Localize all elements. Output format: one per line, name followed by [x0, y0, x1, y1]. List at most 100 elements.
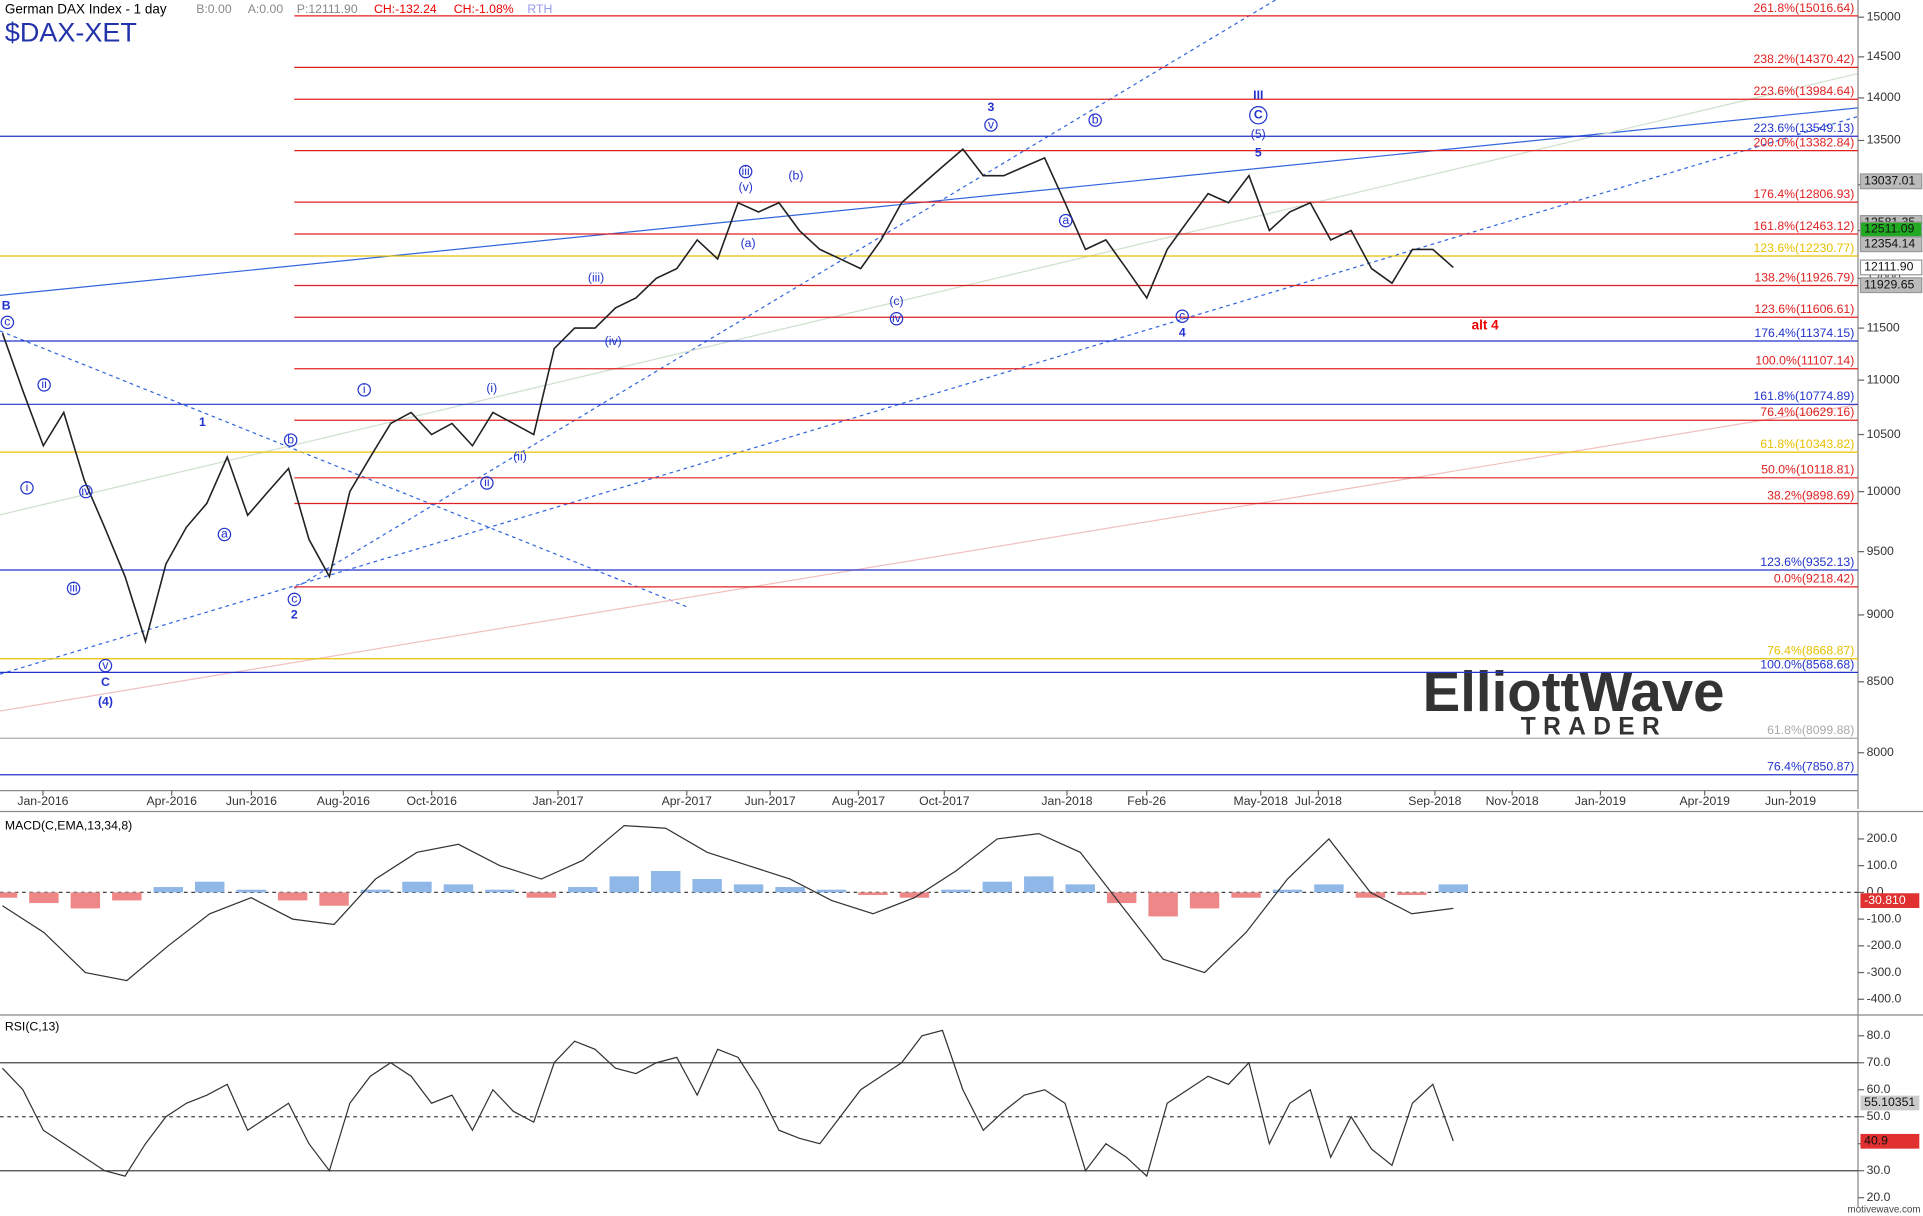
- macd-bar: [402, 881, 432, 893]
- fib-label: 200.0%(13382.84): [1753, 136, 1854, 150]
- fib-label: 100.0%(11107.14): [1755, 354, 1854, 368]
- y-tick-label: 100.0: [1867, 858, 1898, 872]
- macd-bar: [194, 881, 225, 893]
- y-tick-label: 11500: [1867, 320, 1900, 334]
- wave-circle: [480, 476, 494, 490]
- macd-bar: [70, 892, 101, 909]
- fib-label: 161.8%(12463.12): [1753, 219, 1854, 233]
- trend-line: [0, 330, 688, 608]
- fib-label: 76.4%(10629.16): [1760, 405, 1854, 419]
- logo-sub: TRADER: [1521, 714, 1667, 741]
- wave-label: a: [221, 527, 228, 541]
- x-tick-label: Sep-2018: [1408, 794, 1461, 808]
- stat: P:12111.90: [297, 2, 358, 16]
- chart-title: German DAX Index - 1 day: [5, 1, 167, 16]
- x-tick-label: Feb-26: [1127, 794, 1166, 808]
- wave-label: iv: [81, 484, 91, 498]
- x-tick-label: Apr-2016: [146, 794, 197, 808]
- logo: ElliottWave: [1423, 660, 1725, 723]
- wave-label: (iii): [588, 270, 604, 284]
- fib-label: 0.0%(9218.42): [1774, 572, 1854, 586]
- fib-label: 223.6%(13549.13): [1753, 121, 1854, 135]
- price-tag: [1859, 259, 1923, 276]
- y-tick-label: 14000: [1867, 90, 1901, 104]
- wave-label: c: [291, 592, 297, 606]
- fib-label: 238.2%(14370.42): [1753, 52, 1854, 66]
- fib-label: 123.6%(11606.61): [1754, 302, 1854, 316]
- macd-bar: [1065, 884, 1095, 893]
- x-tick-label: Aug-2016: [317, 794, 370, 808]
- x-tick-label: Jan-2019: [1575, 794, 1626, 808]
- y-tick-label: 70.0: [1867, 1055, 1891, 1069]
- wave-label: ii: [484, 475, 489, 489]
- macd-bar: [816, 889, 847, 893]
- wave-circle: [283, 433, 298, 447]
- rsi-tag-label: 55.10351: [1864, 1095, 1915, 1109]
- wave-circle: [1249, 106, 1268, 125]
- fib-label: 123.6%(9352.13): [1760, 555, 1854, 569]
- wave-label: ii: [41, 377, 46, 391]
- fib-label: 161.8%(10774.89): [1753, 389, 1854, 403]
- x-tick-label: Oct-2016: [406, 794, 457, 808]
- x-tick-label: Jan-2016: [17, 794, 68, 808]
- macd-bar: [733, 884, 764, 893]
- y-tick-label: 8000: [1867, 745, 1894, 759]
- fib-label: 38.2%(9898.69): [1767, 488, 1854, 502]
- macd-bar: [236, 889, 266, 893]
- y-tick-label: 50.0: [1867, 1109, 1891, 1123]
- wave-label: (a): [741, 236, 756, 250]
- price-tag: [1859, 236, 1923, 253]
- trend-line: [0, 72, 1859, 516]
- macd-tag-label: -30.810: [1864, 893, 1906, 907]
- macd-bar: [1231, 892, 1261, 898]
- wave-label: i: [363, 382, 366, 396]
- macd-bar: [112, 892, 142, 901]
- price-tag-label: 11929.65: [1864, 277, 1914, 291]
- wave-label: (c): [889, 294, 903, 308]
- price-tag-label: 12511.09: [1864, 222, 1914, 236]
- y-tick-label: -200.0: [1867, 938, 1902, 952]
- y-tick-label: -100.0: [1867, 911, 1902, 925]
- wave-label: b: [1092, 112, 1099, 126]
- macd-bar: [0, 892, 18, 898]
- x-tick-label: Jun-2017: [745, 794, 796, 808]
- x-tick-label: Jan-2018: [1041, 794, 1092, 808]
- macd-bar: [1148, 892, 1178, 917]
- wave-label: (4): [98, 695, 113, 709]
- wave-circle: [738, 164, 753, 179]
- y-tick-label: 15000: [1867, 9, 1901, 23]
- rsi-tag: [1860, 1095, 1920, 1111]
- stat: B:0.00: [196, 2, 232, 16]
- macd-line: [2, 824, 1454, 982]
- wave-circle: [66, 581, 81, 596]
- macd-bar: [277, 892, 308, 901]
- macd-bar: [443, 884, 474, 893]
- macd-bar: [899, 892, 930, 898]
- wave-circle: [217, 527, 232, 542]
- trend-line: [0, 403, 1859, 712]
- price-tag-label: 13037.01: [1864, 174, 1915, 188]
- wave-label: iv: [892, 311, 902, 325]
- wave-label: 5: [1255, 145, 1262, 159]
- macd-title: MACD(C,EMA,13,34,8): [5, 818, 132, 832]
- fib-label: 61.8%(8099.88): [1767, 723, 1854, 737]
- x-tick-label: Jun-2019: [1765, 794, 1816, 808]
- wave-label: b: [287, 432, 294, 446]
- wave-circle: [1175, 309, 1189, 323]
- wave-label: (iv): [605, 334, 622, 348]
- rsi-title: RSI(C,13): [5, 1019, 59, 1033]
- macd-bar: [858, 892, 888, 896]
- macd-tag: [1860, 893, 1920, 908]
- y-tick-label: 14500: [1867, 49, 1901, 63]
- wave-circle: [20, 481, 34, 495]
- macd-bar: [29, 892, 59, 904]
- fib-label: 50.0%(10118.81): [1761, 463, 1854, 477]
- wave-label: C: [1254, 107, 1263, 121]
- y-tick-label: 9000: [1867, 607, 1894, 621]
- x-tick-label: Nov-2018: [1486, 794, 1539, 808]
- symbol: $DAX-XET: [5, 17, 137, 47]
- x-tick-label: Jun-2016: [226, 794, 277, 808]
- macd-bar: [360, 889, 391, 893]
- y-tick-label: 13500: [1867, 133, 1901, 147]
